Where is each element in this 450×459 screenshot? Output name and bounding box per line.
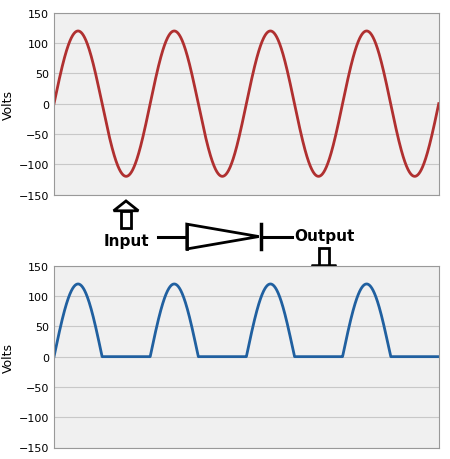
Text: Output: Output xyxy=(294,229,354,244)
Polygon shape xyxy=(113,202,139,211)
Y-axis label: Volts: Volts xyxy=(2,90,14,119)
Polygon shape xyxy=(319,249,329,266)
Text: Input: Input xyxy=(103,234,149,249)
Polygon shape xyxy=(187,224,259,249)
Y-axis label: Volts: Volts xyxy=(2,342,14,372)
Polygon shape xyxy=(121,211,131,229)
Polygon shape xyxy=(311,266,337,276)
